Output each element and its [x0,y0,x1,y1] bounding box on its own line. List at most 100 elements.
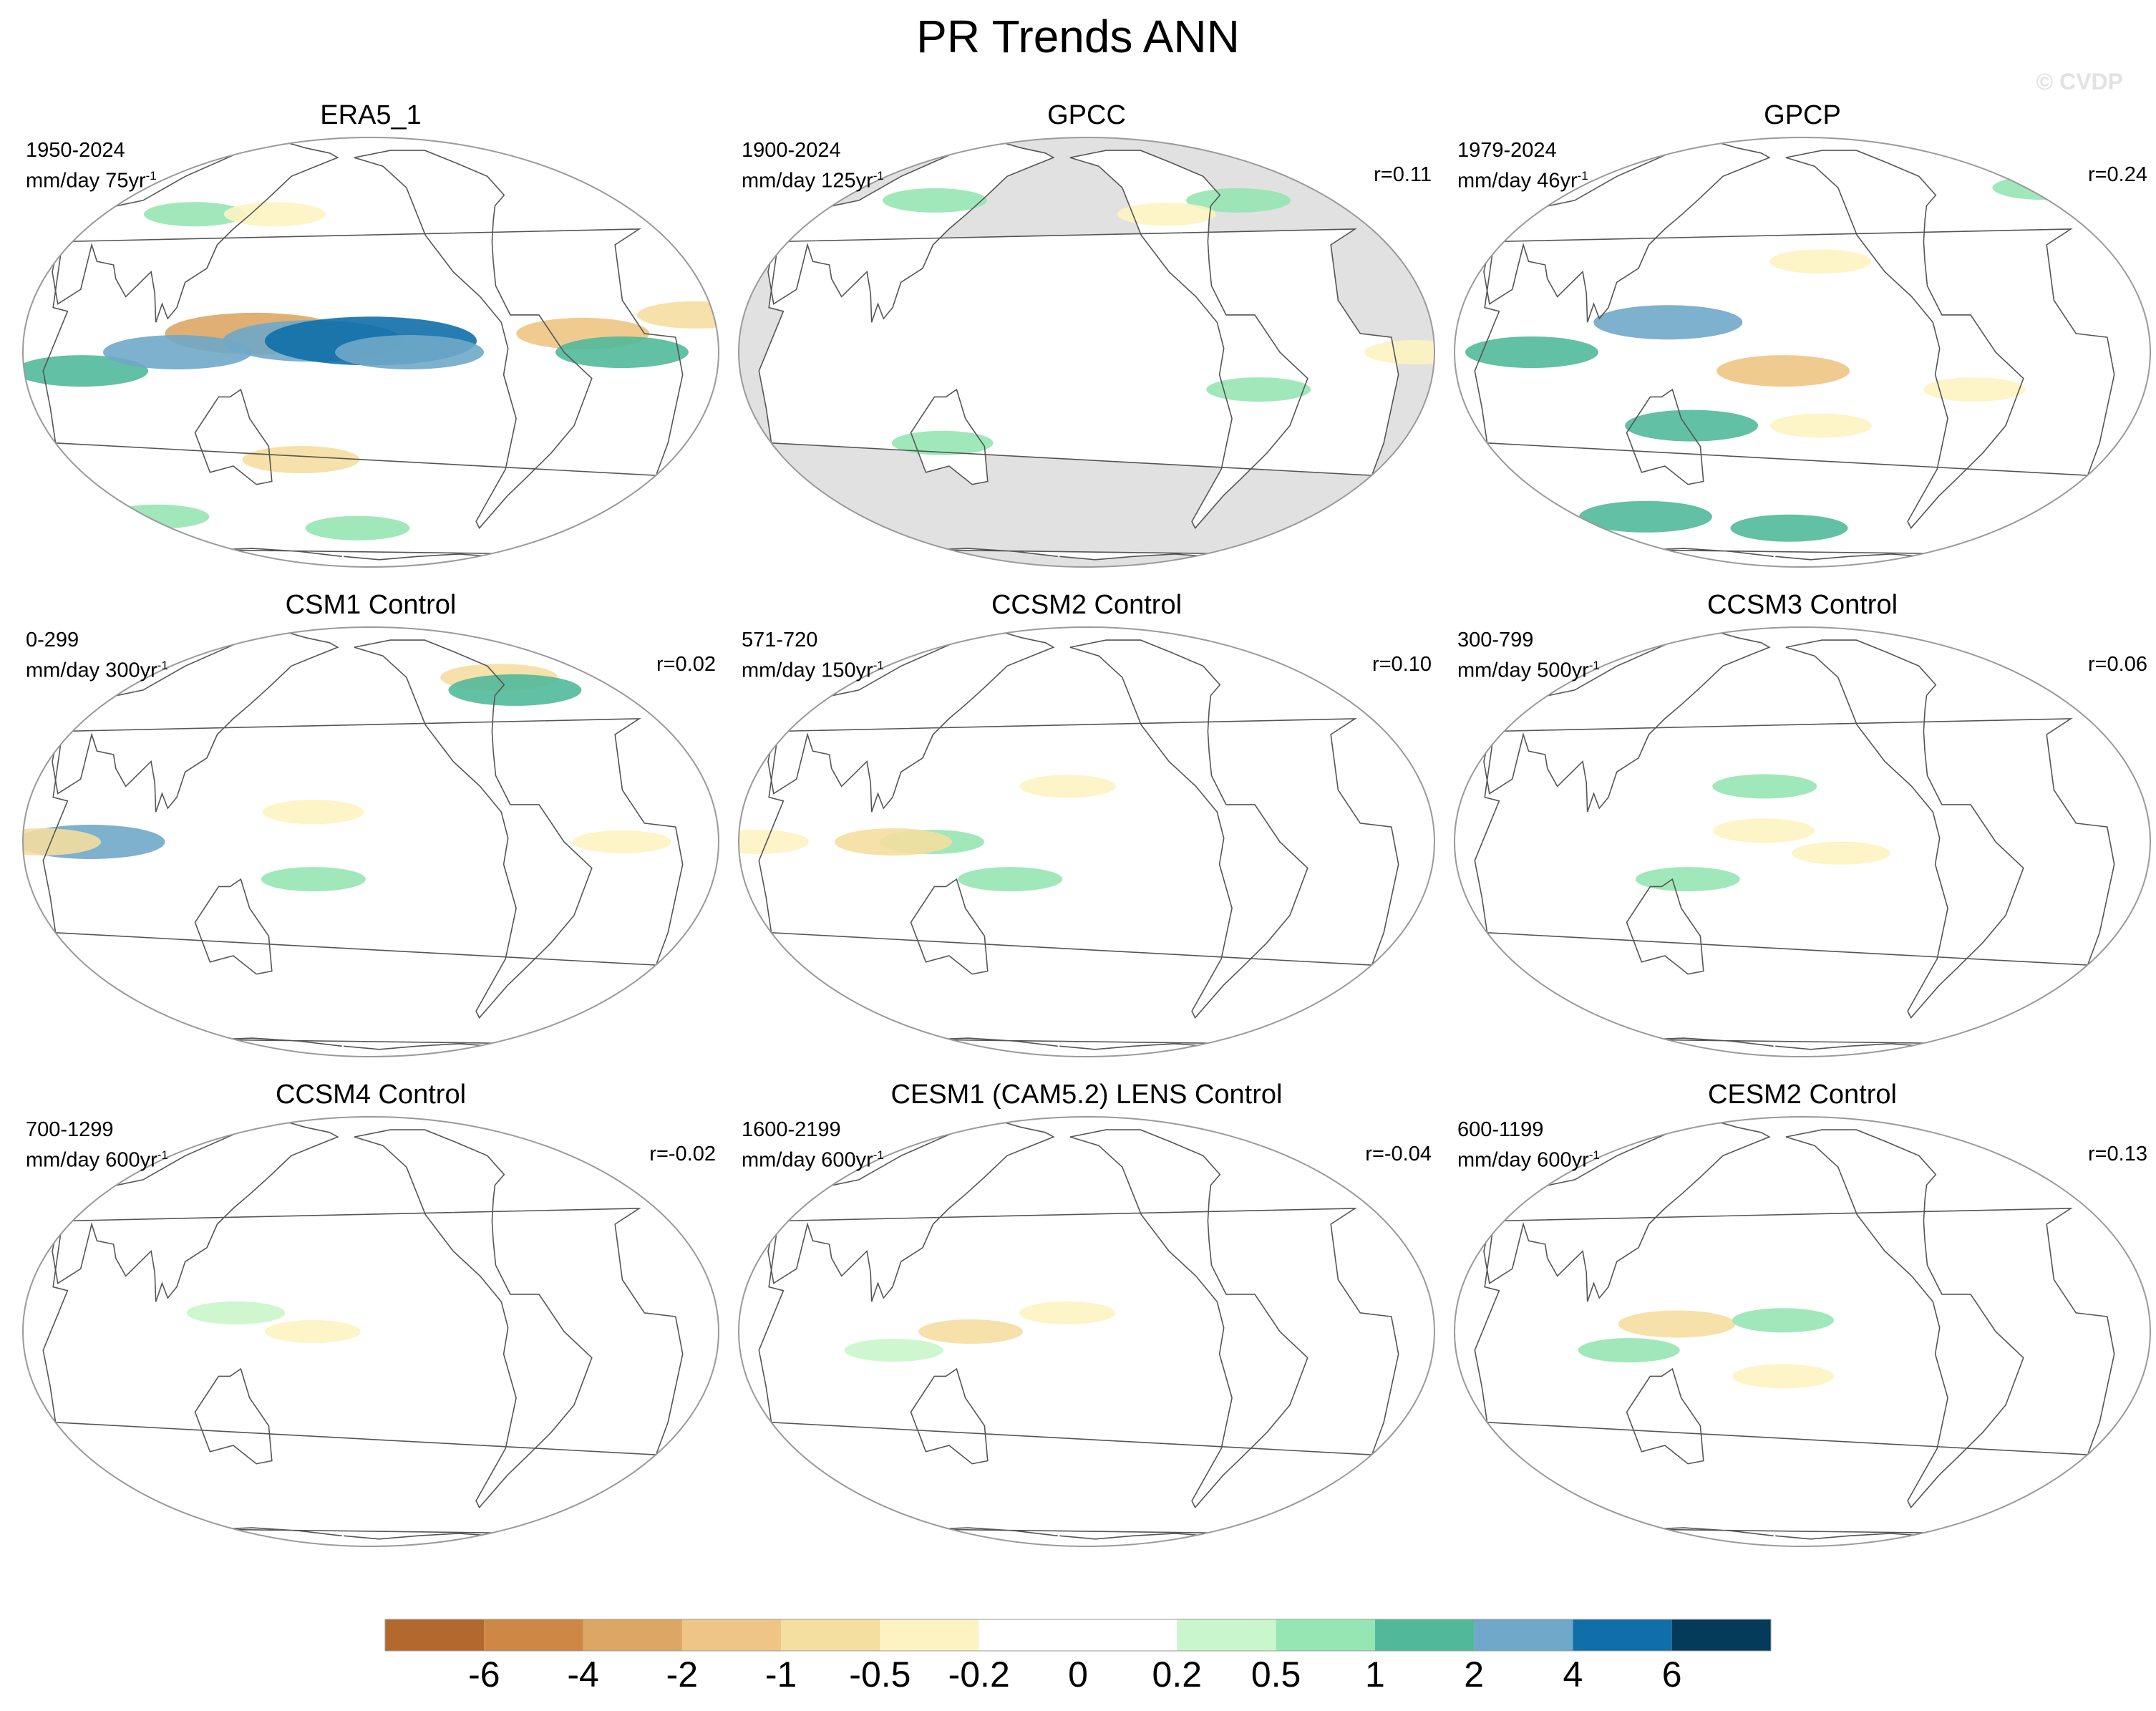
colorbar-swatch [979,1619,1078,1651]
trend-anomaly [1716,355,1850,387]
map-svg [738,1116,1435,1547]
panel-period: 600-1199 [1457,1118,1544,1141]
map-panel: CCSM2 Control 571-720 mm/day 150yr-1 r=0.10 [729,590,1444,1080]
panel-units: mm/day 600yr-1 [26,1143,168,1173]
colorbar-tick-label: -0.2 [948,1654,1010,1695]
map-panel: ERA5_1 1950-2024 mm/day 75yr-1 [13,100,729,590]
trend-anomaly [1769,249,1872,274]
trend-anomaly [1465,336,1598,368]
trend-anomaly [835,828,952,856]
colorbar-tick-label: 4 [1563,1654,1583,1695]
coastline-australia [1626,878,1704,975]
trend-anomaly [1206,377,1311,402]
trend-anomaly [1186,188,1291,213]
trend-anomaly [143,202,246,227]
units-exponent: -1 [1588,659,1600,672]
colorbar-tick-label: 6 [1661,1654,1682,1695]
panel-correlation: r=-0.04 [1365,1143,1432,1165]
map-outline [1454,1116,2151,1547]
map-svg [1454,1116,2151,1547]
units-text: mm/day 500yr [1457,659,1589,682]
trend-anomaly [1732,1364,1835,1389]
panel-title: CSM1 Control [285,590,457,620]
coastline-australia [194,878,273,975]
coastline-americas [354,1129,593,1509]
coastline-americas [354,639,593,1019]
trend-anomaly [186,1301,286,1324]
panel-correlation: r=0.06 [2087,653,2147,676]
panel-title: CESM1 (CAM5.2) LENS Control [890,1080,1283,1110]
map-svg [738,626,1435,1057]
trend-anomaly [103,335,252,369]
map-outline [738,626,1435,1057]
trend-anomaly [1712,774,1817,799]
coastline-australia [1626,388,1704,485]
map-outline [1454,626,2151,1057]
coastline-australia [194,1367,273,1465]
panel-title: CCSM3 Control [1706,590,1898,620]
colorbar-tick-label: -1 [764,1654,797,1695]
trend-anomaly [1364,340,1434,364]
watermark: © CVDP [2036,69,2123,94]
panel-correlation: r=0.11 [1374,163,1432,186]
map-panel: CESM2 Control 600-1199 mm/day 600yr-1 r=0.1… [1444,1080,2156,1569]
units-exponent: -1 [1577,169,1588,183]
panel-correlation: r=0.02 [656,653,716,676]
units-text: mm/day 600yr [1457,1148,1589,1172]
panel-title: ERA5_1 [320,100,422,130]
panel-title: CCSM2 Control [991,590,1183,620]
colorbar-swatch [484,1619,583,1651]
colorbar-tick-label: 2 [1464,1654,1484,1695]
map-outline [22,1116,719,1547]
map-svg [22,137,719,568]
panel-title: GPCC [1047,100,1126,130]
map-panel: GPCP 1979-2024 mm/day 46yr-1 r=0.24 [1444,100,2156,590]
map-outline [738,1116,1435,1547]
panel-units: mm/day 150yr-1 [742,653,884,684]
colorbar-tick-label: -6 [468,1654,500,1695]
units-text: mm/day 75yr [26,169,146,193]
trend-anomaly [23,828,101,856]
trend-anomaly [1618,1310,1736,1338]
colorbar-tick-label: -4 [567,1654,599,1695]
panel-title: CESM2 Control [1708,1080,1897,1110]
panel-units: mm/day 600yr-1 [1457,1143,1600,1173]
panel-units: mm/day 300yr-1 [26,653,168,684]
map-svg [1454,626,2151,1057]
trend-anomaly [1730,514,1848,542]
panel-period: 0-299 [26,629,79,651]
trend-anomaly [1713,818,1815,843]
map-panel: CESM1 (CAM5.2) LENS Control 1600-2199 mm/d… [729,1080,1444,1569]
colorbar-tick-label: 0.5 [1251,1654,1301,1695]
units-text: mm/day 600yr [742,1148,873,1172]
coastline-americas [1785,1129,2024,1509]
map-background [23,1117,719,1546]
trend-anomaly [448,674,582,706]
map-panel: CCSM4 Control 700-1299 mm/day 600yr-1 r=-0.… [13,1080,729,1569]
colorbar-swatch [1573,1619,1672,1651]
map-content [758,1120,1399,1540]
map-outline [1454,137,2151,568]
colorbar-swatch [1177,1619,1276,1651]
panel-units: mm/day 46yr-1 [1457,163,1588,194]
coastline-americas [354,150,593,530]
trend-anomaly [1732,1308,1834,1333]
map-outline [22,626,719,1057]
units-exponent: -1 [873,169,884,183]
trend-anomaly [305,515,410,541]
map-content [1465,141,2115,561]
trend-anomaly [958,867,1063,892]
panel-correlation: r=0.13 [2087,1143,2147,1165]
colorbar-swatch [681,1619,782,1651]
land-fill-antarctic [928,548,1253,560]
trend-anomaly [883,188,987,213]
map-outline [738,137,1435,568]
trend-anomaly [1923,377,2026,402]
colorbar-swatch [1078,1619,1177,1651]
units-text: mm/day 300yr [26,659,157,682]
panel-units: mm/day 75yr-1 [26,163,157,194]
trend-anomaly [739,830,809,854]
page-title: PR Trends ANN [916,11,1240,62]
land-fill-africa [759,228,1399,476]
panel-period: 1600-2199 [742,1118,841,1141]
